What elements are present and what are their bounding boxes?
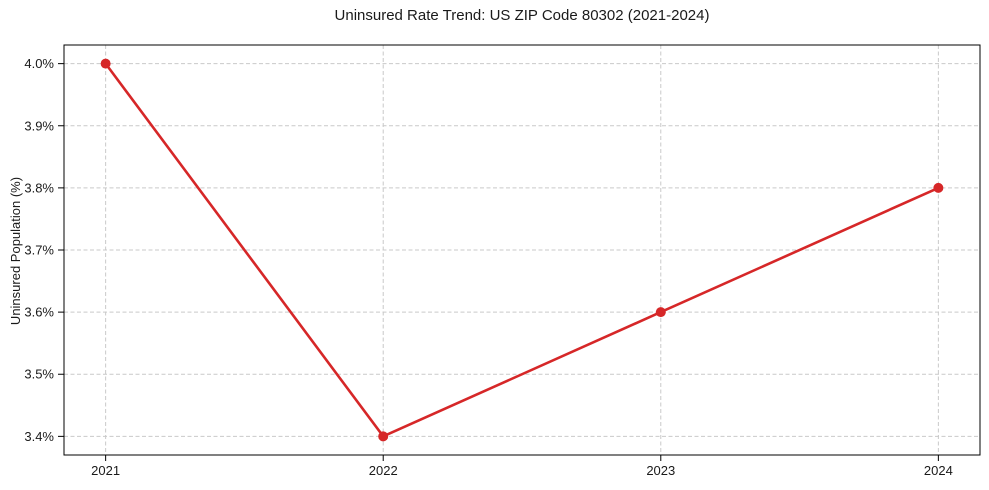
data-point-marker: [655, 307, 666, 318]
data-point-marker: [378, 431, 389, 442]
x-tick-label: 2021: [91, 463, 120, 478]
y-tick-label: 3.8%: [24, 180, 54, 195]
y-tick-label: 3.7%: [24, 243, 54, 258]
data-point-marker: [933, 182, 944, 193]
data-point-marker: [100, 58, 111, 69]
x-tick-label: 2024: [924, 463, 953, 478]
y-tick-label: 4.0%: [24, 56, 54, 71]
y-tick-label: 3.4%: [24, 429, 54, 444]
x-tick-label: 2022: [369, 463, 398, 478]
chart-title: Uninsured Rate Trend: US ZIP Code 80302 …: [334, 7, 710, 24]
y-tick-label: 3.6%: [24, 305, 54, 320]
x-tick-label: 2023: [646, 463, 675, 478]
y-tick-label: 3.5%: [24, 367, 54, 382]
y-tick-label: 3.9%: [24, 118, 54, 133]
trend-line: [104, 62, 940, 438]
